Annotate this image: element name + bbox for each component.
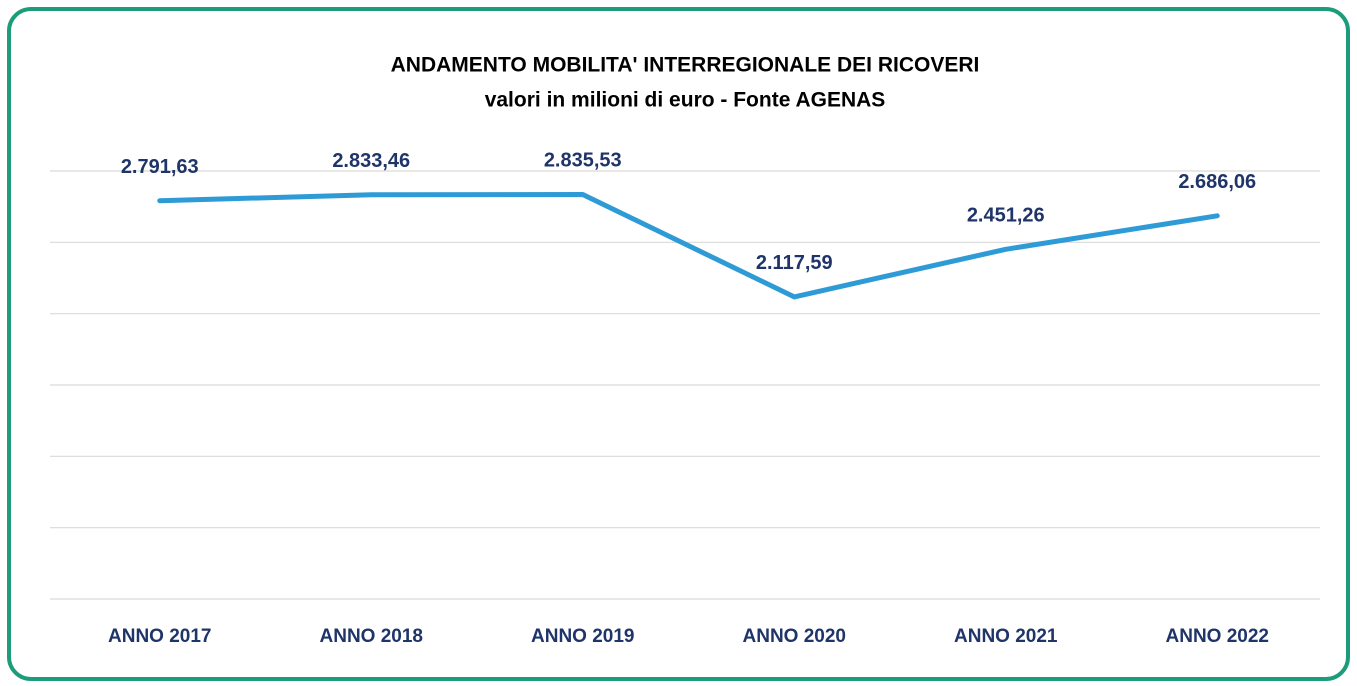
data-label: 2.117,59 — [756, 252, 833, 274]
data-label: 2.686,06 — [1178, 171, 1256, 193]
x-tick-label: ANNO 2021 — [954, 626, 1058, 647]
x-tick-label: ANNO 2017 — [108, 626, 212, 647]
x-tick-label: ANNO 2018 — [320, 626, 424, 647]
chart-subtitle: valori in milioni di euro - Fonte AGENAS — [485, 89, 886, 112]
x-tick-label: ANNO 2019 — [531, 626, 635, 647]
x-tick-label: ANNO 2020 — [743, 626, 847, 647]
line — [157, 191, 1220, 300]
data-label: 2.833,46 — [332, 150, 410, 172]
data-label: 2.791,63 — [121, 156, 199, 178]
chart-frame — [7, 7, 1350, 681]
x-tick-label: ANNO 2022 — [1166, 626, 1270, 647]
chart-title: ANDAMENTO MOBILITA' INTERREGIONALE DEI R… — [391, 54, 980, 77]
data-label: 2.451,26 — [967, 205, 1045, 227]
data-label: 2.835,53 — [544, 150, 622, 172]
